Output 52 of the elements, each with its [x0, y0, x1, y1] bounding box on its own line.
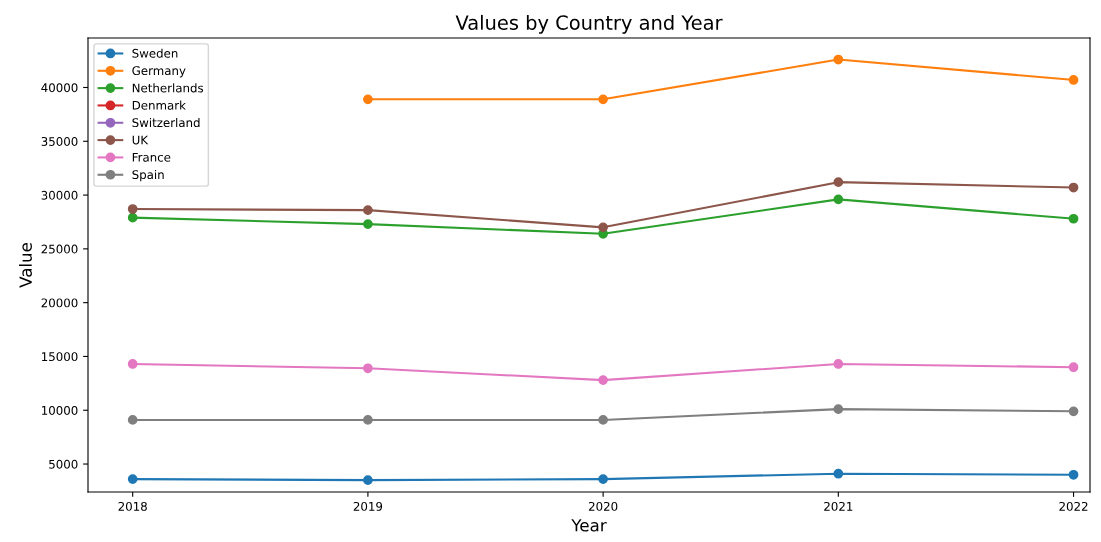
legend-label: Netherlands — [132, 83, 204, 93]
x-tick-label: 2018 — [118, 501, 147, 511]
y-axis-title: Value — [19, 243, 32, 288]
x-tick-label: 2022 — [1059, 501, 1088, 511]
point — [1068, 406, 1079, 417]
x-tick-label: 2021 — [824, 501, 853, 511]
point — [833, 54, 844, 65]
point — [127, 359, 138, 369]
x-tick-label: 2020 — [588, 501, 618, 511]
point — [363, 363, 373, 374]
point — [363, 475, 373, 486]
point — [833, 177, 844, 188]
point — [363, 415, 373, 425]
point — [598, 94, 608, 105]
point — [598, 415, 608, 425]
point — [833, 194, 844, 205]
y-tick-label: 40000 — [41, 83, 78, 93]
y-tick-label: 25000 — [41, 244, 78, 254]
point — [598, 222, 608, 233]
point — [363, 219, 373, 229]
point — [1068, 362, 1079, 373]
point — [833, 359, 844, 369]
point — [598, 375, 608, 385]
y-tick-label: 5000 — [49, 459, 78, 469]
point — [833, 468, 844, 479]
chart-title: Values by Country and Year — [455, 14, 723, 34]
legend-label: Sweden — [132, 48, 178, 58]
legend-label: UK — [132, 135, 149, 145]
y-tick-label: 15000 — [42, 352, 78, 362]
point — [833, 404, 844, 415]
y-tick-label: 20000 — [41, 298, 78, 308]
point — [127, 212, 138, 223]
legend-label: Denmark — [132, 100, 186, 110]
x-axis-title: Year — [571, 519, 607, 532]
y-tick-label: 35000 — [41, 137, 78, 146]
legend-label: France — [132, 152, 171, 162]
point — [363, 94, 373, 105]
y-tick-label: 10000 — [42, 405, 78, 415]
point — [1068, 469, 1079, 480]
point — [127, 474, 138, 484]
point — [127, 204, 138, 214]
point — [598, 474, 608, 484]
point — [127, 415, 138, 425]
legend-label: Switzerland — [132, 117, 200, 128]
point — [1068, 75, 1079, 85]
legend-label: Germany — [132, 66, 186, 78]
y-tick-label: 30000 — [41, 190, 78, 200]
legend-label: Spain — [132, 169, 164, 182]
point — [1068, 182, 1079, 193]
x-tick-label: 2019 — [353, 501, 383, 511]
point — [1068, 213, 1079, 224]
point — [363, 205, 373, 215]
